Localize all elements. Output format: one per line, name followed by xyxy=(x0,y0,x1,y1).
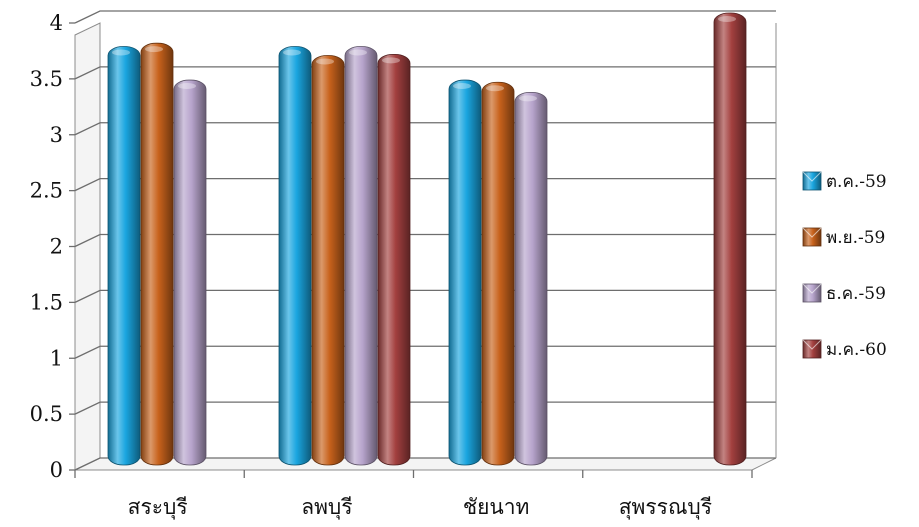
x-category-label: ลพบุรี xyxy=(301,495,352,520)
bar xyxy=(344,46,378,466)
bar xyxy=(377,53,411,466)
y-axis-ticks: 0 0.5 1 1.5 2 2.5 3 3.5 4 xyxy=(30,11,75,482)
bar xyxy=(514,91,548,466)
y-tick-label: 1 xyxy=(50,346,63,370)
y-tick-label: 0.5 xyxy=(30,402,63,426)
legend-item: พ.ย.-59 xyxy=(802,227,885,248)
gridlines xyxy=(74,10,777,471)
y-tick-label: 2.5 xyxy=(30,179,63,203)
y-tick-label: 4 xyxy=(50,11,63,35)
legend-label: ต.ค.-59 xyxy=(826,172,887,192)
x-axis: สระบุรี ลพบุรี ชัยนาท สุพรรณบุรี xyxy=(74,470,753,520)
legend-item: ต.ค.-59 xyxy=(802,171,887,192)
legend-label: ธ.ค.-59 xyxy=(826,284,886,304)
side-wall xyxy=(74,22,101,471)
gridline xyxy=(74,233,776,248)
gridline xyxy=(74,66,776,80)
legend-label: พ.ย.-59 xyxy=(826,228,885,248)
gridline xyxy=(74,122,776,136)
legend-item: ธ.ค.-59 xyxy=(802,283,886,304)
y-tick-label: 1.5 xyxy=(30,290,63,314)
gridline xyxy=(74,289,776,303)
legend: ต.ค.-59 พ.ย.-59 ธ.ค.-59 ม.ค.-60 xyxy=(802,171,887,360)
gridline xyxy=(74,345,776,359)
bar xyxy=(713,12,747,466)
x-category-label: สุพรรณบุรี xyxy=(619,495,712,520)
legend-item: ม.ค.-60 xyxy=(802,339,887,360)
gridline xyxy=(74,401,776,415)
bar xyxy=(140,42,174,466)
gridline xyxy=(74,177,776,192)
bars xyxy=(107,12,747,466)
x-category-label: สระบุรี xyxy=(128,495,188,520)
bar xyxy=(481,81,515,466)
bar xyxy=(278,46,312,466)
gridline xyxy=(74,457,776,471)
bar xyxy=(448,79,482,466)
y-tick-label: 2 xyxy=(50,235,63,259)
y-tick-label: 3.5 xyxy=(30,67,63,91)
y-tick-label: 0 xyxy=(50,458,63,482)
bar xyxy=(173,79,207,466)
gridline xyxy=(74,10,776,24)
bar xyxy=(107,46,141,466)
y-tick-label: 3 xyxy=(50,123,63,147)
legend-label: ม.ค.-60 xyxy=(826,340,887,360)
x-category-label: ชัยนาท xyxy=(463,495,530,519)
bar xyxy=(311,55,345,466)
